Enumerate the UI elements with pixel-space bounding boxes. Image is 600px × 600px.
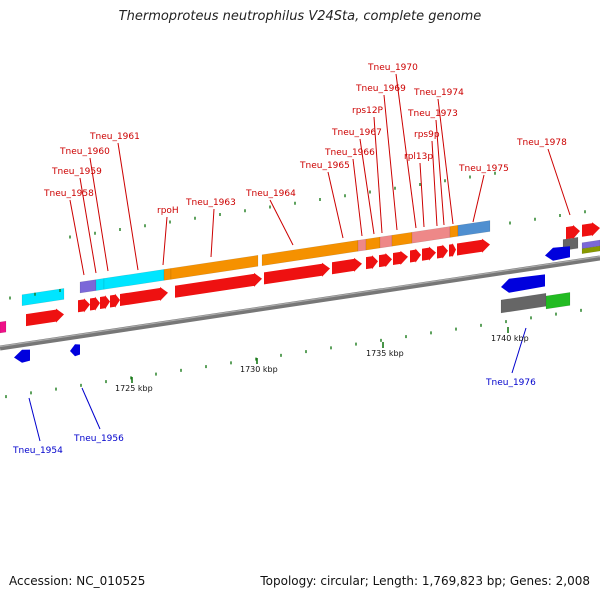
gene-label-forward: Tneu_1973 <box>407 109 458 119</box>
feature-bar-4 <box>170 255 259 280</box>
cds-forward-16 <box>566 225 580 240</box>
feature-bar-12 <box>457 220 491 237</box>
cds-forward-8 <box>366 255 378 270</box>
leader-line <box>359 138 375 235</box>
cds-forward-left <box>26 308 64 327</box>
gene-label-forward: Tneu_1978 <box>516 138 567 148</box>
leader-line <box>269 199 294 246</box>
cds-forward-1 <box>90 296 100 311</box>
leader-line-reverse <box>511 327 527 374</box>
scale-label: 1730 kbp <box>240 365 278 374</box>
leader-line <box>547 148 571 216</box>
feature-bar-far-2 <box>581 239 600 249</box>
leader-line <box>437 98 454 225</box>
leader-line <box>89 157 109 272</box>
cds-forward-17 <box>582 222 600 237</box>
cds-reverse-1956 <box>70 344 80 357</box>
leader-line <box>79 177 97 274</box>
scale-label: 1740 kbp <box>491 334 529 343</box>
gene-label-reverse: Tneu_1954 <box>12 446 63 456</box>
leader-line <box>419 162 425 228</box>
leader-line-reverse <box>81 387 101 430</box>
cds-reverse-1976b <box>545 246 570 261</box>
cds-forward-2 <box>100 295 110 310</box>
leader-line <box>352 158 363 237</box>
feature-bar-1 <box>95 278 105 291</box>
gene-label-forward: Tneu_1959 <box>51 167 102 177</box>
cds-forward-14 <box>449 243 456 258</box>
gene-label-forward: rps12P <box>352 106 384 116</box>
gene-label-forward: Tneu_1963 <box>185 198 236 208</box>
gene-label-forward: rpoH <box>157 206 179 216</box>
feature-bar-far-3 <box>581 245 600 254</box>
feature-bar-edge <box>0 320 7 334</box>
map-title: Thermoproteus neutrophilus V24Sta, compl… <box>118 9 482 24</box>
feature-bar-3 <box>163 268 172 281</box>
cds-forward-11 <box>410 248 421 263</box>
cds-forward-0 <box>78 298 90 313</box>
leader-line <box>435 119 445 226</box>
feature-bar-0 <box>79 279 97 294</box>
gene-label-forward: Tneu_1958 <box>43 189 94 199</box>
feature-bar-rev-gray <box>500 292 547 314</box>
leader-line <box>472 174 485 223</box>
cds-forward-3 <box>110 293 120 308</box>
gene-label-forward: Tneu_1965 <box>299 161 350 171</box>
leader-line <box>383 94 398 231</box>
leader-line <box>373 116 383 234</box>
feature-bar-2 <box>103 269 165 290</box>
gene-label-forward: Tneu_1967 <box>331 128 382 138</box>
cds-reverse-1976 <box>501 274 545 293</box>
leader-line <box>327 171 344 239</box>
gene-label-forward: Tneu_1975 <box>458 164 509 174</box>
cds-forward-13 <box>437 244 448 259</box>
feature-bar-6 <box>357 238 367 252</box>
backbone-highlight <box>0 255 600 348</box>
gene-label-forward: Tneu_1966 <box>324 148 375 158</box>
feature-bar-9 <box>391 231 413 247</box>
gene-label-forward: rpl13p <box>404 152 433 162</box>
cds-forward-6 <box>264 262 330 285</box>
cds-forward-12 <box>422 246 436 261</box>
gene-label-reverse: Tneu_1976 <box>485 378 536 388</box>
leader-line <box>69 199 85 276</box>
leader-line <box>395 73 417 229</box>
cds-forward-4 <box>120 287 168 306</box>
scale-label: 1735 kbp <box>366 349 404 358</box>
feature-bar-11 <box>449 225 459 238</box>
gene-label-forward: Tneu_1970 <box>367 63 418 73</box>
scale-label: 1725 kbp <box>115 384 153 393</box>
gene-label-reverse: Tneu_1956 <box>73 434 124 444</box>
accession-label: Accession: NC_010525 <box>9 574 146 588</box>
feature-bar-left <box>21 288 65 306</box>
cds-forward-9 <box>379 253 392 268</box>
leader-line <box>162 216 168 266</box>
leader-line-reverse <box>28 397 41 442</box>
leader-line <box>210 208 215 258</box>
backbone <box>0 255 600 351</box>
cds-forward-7 <box>332 257 362 275</box>
feature-bar-rev-green <box>545 292 571 310</box>
topology-label: Topology: circular; Length: 1,769,823 bp… <box>260 574 590 588</box>
cds-forward-10 <box>393 250 408 266</box>
feature-bar-10 <box>411 226 451 244</box>
gene-label-forward: Tneu_1969 <box>355 84 406 94</box>
gene-label-forward: Tneu_1974 <box>413 88 464 98</box>
gene-label-forward: Tneu_1960 <box>59 147 110 157</box>
cds-forward-5 <box>175 272 262 298</box>
cds-forward-15 <box>457 238 490 256</box>
feature-bar-8 <box>379 234 393 249</box>
gene-label-forward: Tneu_1961 <box>89 132 140 142</box>
gene-label-forward: Tneu_1964 <box>245 189 296 199</box>
leader-line <box>431 140 438 227</box>
leader-line <box>117 142 139 271</box>
gene-label-forward: rps9p <box>414 130 440 140</box>
cds-reverse-1954 <box>14 349 30 363</box>
feature-bar-7 <box>365 236 381 251</box>
